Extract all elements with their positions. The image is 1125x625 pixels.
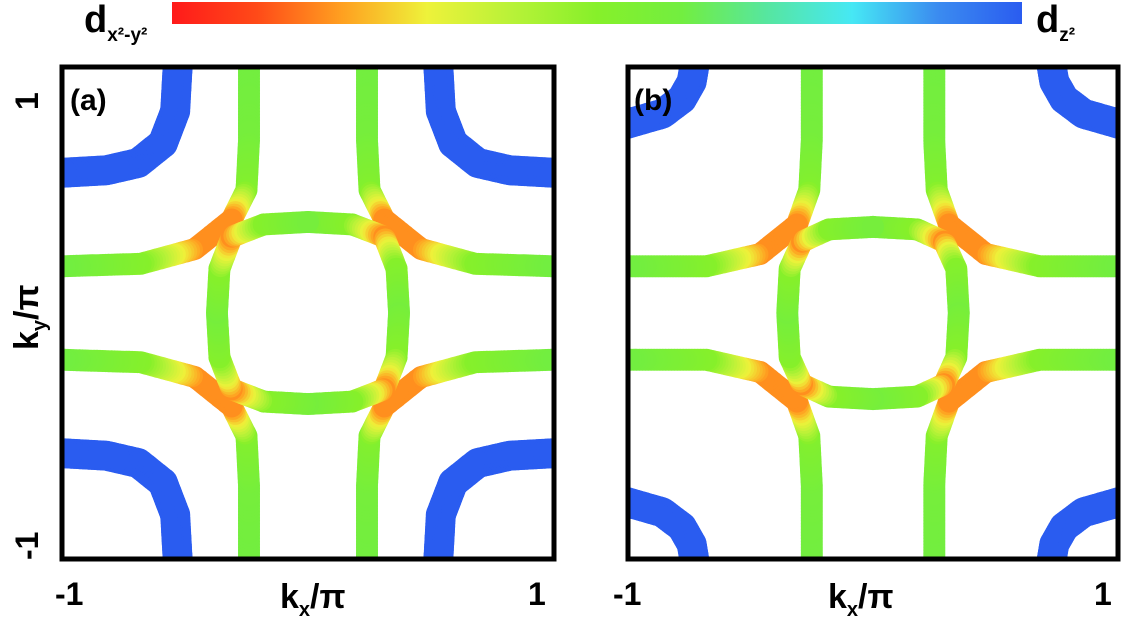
panel-b-xlabel-base: k (828, 578, 847, 616)
panel-b-inner-band-point (862, 215, 884, 238)
panel-a-outer-band-point (539, 438, 554, 469)
panel-a-outer-band-point (539, 157, 554, 188)
panel-b-xlabel-sub: x (847, 599, 858, 621)
panel-b-frame (625, 64, 1121, 562)
colorbar: dx²-y² dz² (84, 0, 1075, 46)
panel-a: (a) -1 1 kx/π 1 -1 ky/π (8, 64, 557, 621)
panel-b-xlabel-suffix: /π (858, 578, 893, 616)
colorbar-gradient (172, 2, 1022, 24)
colorbar-right-label-base: d (1036, 0, 1059, 41)
panel-b-label: (b) (634, 84, 672, 117)
panel-a-outer-band-point (62, 438, 77, 469)
panel-a-frame (59, 64, 557, 562)
panel-b-xlabel: kx/π (828, 578, 894, 621)
panel-b-middle-band-point (1107, 348, 1118, 371)
panel-b-outer-band-point (1036, 544, 1067, 559)
panel-a-ytick-bottom: -1 (9, 532, 45, 560)
panel-a-xlabel-sub: x (299, 599, 310, 621)
panel-a-xlabel-base: k (280, 578, 299, 616)
panel-a-xlabel-suffix: /π (310, 578, 345, 616)
panel-b-outer-band-point (1036, 67, 1067, 82)
panel-a-ylabel: ky/π (8, 284, 51, 350)
panel-a-outer-band-point (62, 157, 77, 188)
panel-a-xtick-right: 1 (528, 576, 546, 612)
panel-a-inner-band-point (297, 211, 319, 233)
panel-b: (b) -1 1 kx/π (613, 64, 1121, 621)
panel-b-points (628, 67, 1118, 559)
panel-a-middle-band-point (543, 348, 554, 371)
panel-a-points (62, 67, 554, 559)
panel-a-ylabel-suffix: /π (8, 284, 46, 319)
colorbar-right-label: dz² (1036, 0, 1075, 46)
panel-a-xlabel: kx/π (280, 578, 346, 621)
panel-b-middle-band-point (628, 255, 639, 278)
colorbar-left-label-sub: x²-y² (107, 25, 147, 46)
panel-a-middle-band-point (543, 255, 554, 278)
panel-b-middle-band-point (628, 348, 639, 371)
colorbar-left-label: dx²-y² (84, 0, 147, 46)
panel-a-middle-band-point (62, 255, 73, 278)
panel-b-outer-band-point (679, 67, 710, 82)
panel-a-middle-band-point (62, 348, 73, 371)
colorbar-right-label-sub: z² (1059, 25, 1075, 46)
panel-a-label: (a) (70, 84, 107, 117)
panel-b-xtick-left: -1 (613, 576, 641, 612)
panel-b-middle-band-point (1107, 255, 1118, 278)
panel-b-outer-band-point (679, 544, 710, 559)
panel-a-ylabel-base: k (8, 331, 46, 350)
panel-a-xtick-left: -1 (55, 576, 83, 612)
panel-a-ytick-top: 1 (9, 92, 45, 110)
colorbar-left-label-base: d (84, 0, 107, 41)
panel-a-ylabel-sub: y (29, 319, 51, 331)
panel-b-xtick-right: 1 (1094, 576, 1112, 612)
